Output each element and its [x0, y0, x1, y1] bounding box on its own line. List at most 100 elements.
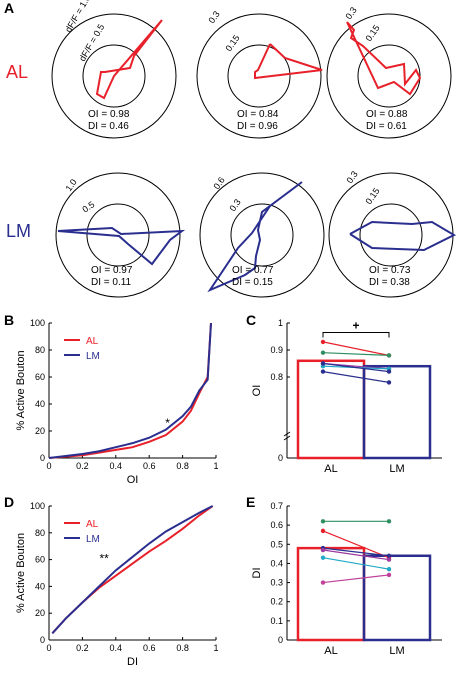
bar-lm: [362, 554, 432, 642]
paired-line: [322, 547, 390, 557]
significance-annotation: +: [352, 318, 359, 332]
x-category-label-lm: LM: [389, 645, 404, 657]
y-tick-label: 0.2: [270, 597, 283, 607]
paired-point-lm: [386, 557, 392, 562]
y-tick-label: 0.1: [270, 616, 283, 626]
paired-point-lm: [386, 553, 392, 558]
paired-point-al: [320, 369, 326, 374]
paired-point-al: [320, 580, 326, 585]
chart-b-oi-cumulative: 0 0.2 0.4 0.6 0.8 1 0 20 40 60 80 100 OI % Active Bou…: [15, 318, 219, 486]
paired-point-lm: [386, 519, 392, 524]
legend-label-lm: LM: [86, 534, 100, 545]
polar-outer-ring: [326, 13, 452, 139]
polar-inner-ring: [227, 44, 291, 108]
y-tick-label: 0.3: [270, 578, 283, 588]
row-label-lm: LM: [6, 221, 31, 241]
axis-break-mark: [283, 431, 291, 441]
panel-letter-c: C: [246, 312, 256, 328]
polar-plot-al-2: 0.3 0.15 OI = 0.84 DI = 0.96: [196, 9, 323, 139]
y-tick-label: 1: [278, 318, 283, 328]
chart-c-oi-bars: 0 0.8 0.9 1 OI AL LM +: [251, 318, 442, 475]
x-category-label-lm: LM: [389, 463, 404, 475]
polar-outer-ring: [51, 13, 177, 139]
y-tick-label: 80: [35, 345, 45, 355]
bar-al: [296, 359, 366, 460]
polar-inner-ring: [82, 44, 146, 108]
x-tick-label: 0: [46, 461, 51, 471]
paired-line: [322, 362, 390, 373]
polar-di-label: DI = 0.38: [369, 277, 410, 288]
polar-plot-lm-2: 0.6 0.3 OI = 0.77 DI = 0.15: [199, 172, 325, 298]
paired-point-lm: [386, 369, 392, 374]
polar-plot-lm-3: 0.3 0.15 OI = 0.73 DI = 0.38: [328, 169, 457, 298]
x-tick-label: 0.2: [76, 461, 89, 471]
x-tick-label: 0.8: [176, 643, 189, 653]
y-tick-label: 0.8: [270, 372, 283, 382]
polar-radius-inner-label: 0.15: [223, 33, 241, 53]
x-tick-label: 0.6: [143, 461, 156, 471]
polar-outer-ring: [196, 13, 322, 139]
polar-radius-outer-label: 0.6: [211, 175, 226, 191]
polar-inner-ring: [86, 203, 150, 267]
y-tick-label: 100: [30, 318, 45, 328]
paired-line: [322, 341, 390, 356]
y-tick-label: 0.7: [270, 501, 283, 511]
x-tick-label: 0.8: [176, 461, 189, 471]
panel-letter-d: D: [4, 494, 14, 510]
y-tick-label: 0.4: [270, 558, 283, 568]
x-tick-label: 1: [213, 461, 218, 471]
polar-tuning-curve: [57, 226, 186, 266]
significance-bracket: [322, 331, 390, 338]
paired-line: [322, 371, 390, 383]
y-tick-label: 0.6: [270, 520, 283, 530]
panel-letter-e: E: [246, 494, 255, 510]
polar-inner-ring: [230, 203, 294, 267]
paired-point-al: [320, 555, 326, 560]
legend-label-al: AL: [86, 519, 99, 530]
polar-tuning-curve: [254, 43, 323, 80]
y-tick-label: 0.9: [270, 345, 283, 355]
x-axis-label: OI: [127, 474, 139, 486]
polar-di-label: DI = 0.46: [88, 121, 129, 132]
y-tick-label: 40: [35, 581, 45, 591]
y-tick-label: 20: [35, 426, 45, 436]
polar-di-label: DI = 0.61: [366, 121, 407, 132]
y-axis-label: DI: [251, 568, 263, 579]
paired-point-lm: [386, 353, 392, 358]
polar-oi-label: OI = 0.98: [88, 109, 130, 120]
paired-point-lm: [386, 572, 392, 578]
paired-point-al: [320, 519, 326, 524]
polar-radius-inner-label: 0.3: [227, 197, 242, 213]
y-tick-label: 100: [30, 501, 45, 511]
paired-line: [322, 574, 390, 584]
polar-radius-outer-label: 0.3: [343, 5, 358, 21]
y-tick-label: 0: [278, 635, 283, 645]
polar-oi-label: OI = 0.77: [232, 265, 274, 276]
paired-point-lm: [386, 380, 392, 385]
polar-radius-inner-label: dF/F = 0.5: [77, 22, 106, 63]
bar-al: [296, 546, 366, 642]
legend-label-al: AL: [86, 336, 99, 347]
x-tick-label: 1: [213, 643, 218, 653]
paired-point-al: [320, 547, 326, 553]
x-tick-label: 0.4: [110, 643, 123, 653]
x-category-label-al: AL: [324, 645, 337, 657]
y-tick-label: 0: [278, 453, 283, 463]
y-tick-label: 40: [35, 399, 45, 409]
row-label-al: AL: [6, 62, 28, 82]
significance-annotation: *: [165, 416, 170, 430]
polar-plot-lm-1: 1.0 0.5 OI = 0.97 DI = 0.11: [55, 172, 186, 298]
paired-line: [322, 352, 390, 356]
y-axis-label: OI: [251, 385, 263, 397]
paired-point-al: [320, 339, 326, 345]
polar-di-label: DI = 0.11: [91, 277, 132, 288]
polar-plot-al-1: dF/F = 1.0 dF/F = 0.5 OI = 0.98 DI = 0.4…: [51, 0, 177, 139]
paired-point-lm: [386, 566, 392, 572]
y-axis-label: % Active Bouton: [15, 350, 27, 430]
y-tick-label: 60: [35, 555, 45, 565]
polar-di-label: DI = 0.96: [237, 121, 278, 132]
polar-inner-ring: [359, 203, 423, 267]
paired-line: [322, 557, 390, 570]
x-axis-label: DI: [127, 656, 138, 668]
paired-point-al: [320, 528, 326, 534]
